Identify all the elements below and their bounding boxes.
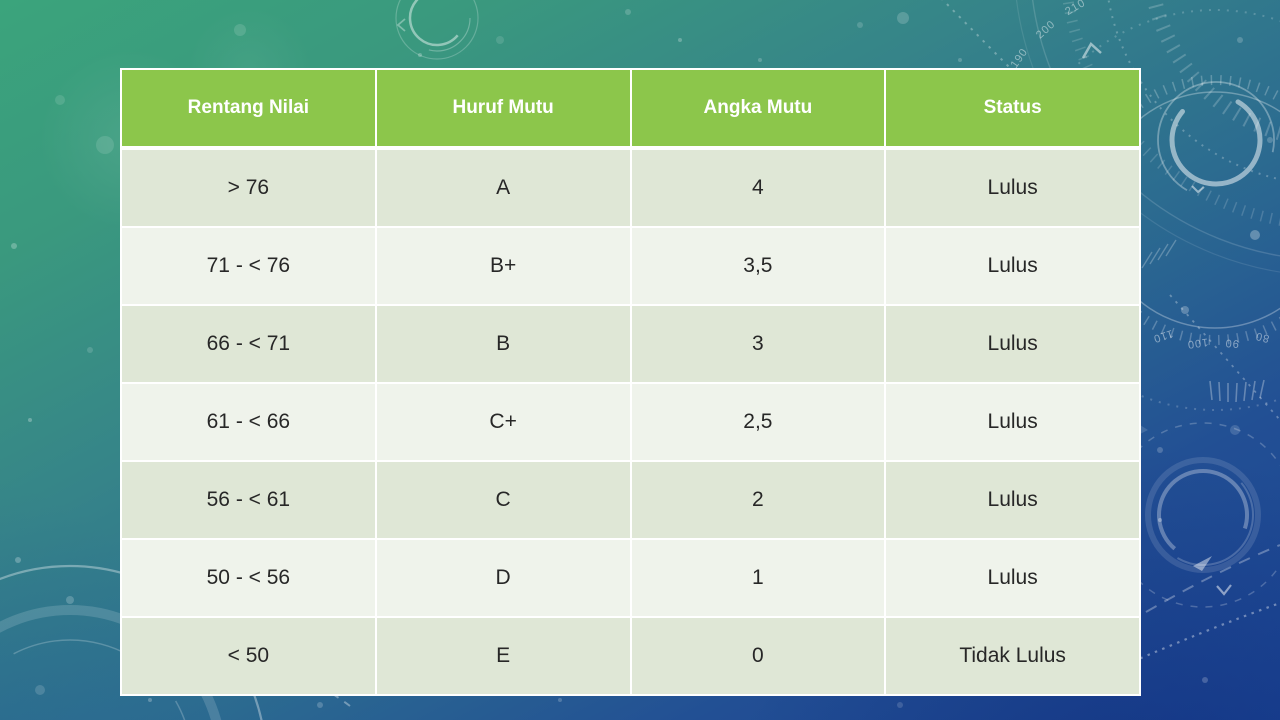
table-cell: D xyxy=(374,538,632,618)
table-row: 71 - < 76 B+ 3,5 Lulus xyxy=(120,226,1141,306)
table-cell: 2,5 xyxy=(629,382,887,462)
table-cell: 4 xyxy=(629,147,887,228)
table-row: 50 - < 56 D 1 Lulus xyxy=(120,538,1141,618)
table-cell: > 76 xyxy=(120,147,377,228)
chevron-down-icon xyxy=(1216,584,1232,596)
table-cell: Lulus xyxy=(884,147,1141,228)
table-row: 61 - < 66 C+ 2,5 Lulus xyxy=(120,382,1141,462)
tick-marks xyxy=(1141,239,1177,269)
table-cell: Lulus xyxy=(884,538,1141,618)
dial-number: 80 xyxy=(1254,329,1271,344)
table-cell: 61 - < 66 xyxy=(120,382,377,462)
table-row: < 50 E 0 Tidak Lulus xyxy=(120,616,1141,696)
table-cell: Lulus xyxy=(884,382,1141,462)
dashed-arcs-bottom-right xyxy=(1117,544,1280,670)
spinner-ring-upper-right xyxy=(1157,81,1275,199)
chevron-left-icon xyxy=(396,18,406,32)
table-cell: 50 - < 56 xyxy=(120,538,377,618)
table-cell: 3,5 xyxy=(629,226,887,306)
dotted-line xyxy=(1169,294,1280,421)
table-row: > 76 A 4 Lulus xyxy=(120,147,1141,228)
arrowhead-icon xyxy=(1193,556,1212,571)
table-cell: < 50 xyxy=(120,616,377,696)
table-row: 56 - < 61 C 2 Lulus xyxy=(120,460,1141,540)
grade-table-header: Rentang Nilai Huruf Mutu Angka Mutu Stat… xyxy=(120,68,1141,150)
column-header-angka-mutu: Angka Mutu xyxy=(629,68,887,150)
table-cell: B xyxy=(374,304,632,384)
chevron-down-icon xyxy=(1191,185,1205,194)
table-cell: 0 xyxy=(629,616,887,696)
column-header-status: Status xyxy=(884,68,1141,150)
table-cell: 2 xyxy=(629,460,887,540)
table-cell: 66 - < 71 xyxy=(120,304,377,384)
table-cell: Tidak Lulus xyxy=(884,616,1141,696)
table-cell: Lulus xyxy=(884,460,1141,540)
gauge-number: 200 xyxy=(1034,18,1058,41)
table-cell: C xyxy=(374,460,632,540)
header-row: Rentang Nilai Huruf Mutu Angka Mutu Stat… xyxy=(120,68,1141,150)
table-cell: B+ xyxy=(374,226,632,306)
dial-number: 100 xyxy=(1186,336,1209,351)
table-cell: C+ xyxy=(374,382,632,462)
tick-marks xyxy=(1209,379,1265,403)
dotted-line xyxy=(941,0,1013,71)
table-cell: Lulus xyxy=(884,304,1141,384)
table-cell: Lulus xyxy=(884,226,1141,306)
column-header-huruf-mutu: Huruf Mutu xyxy=(374,68,632,150)
table-cell: A xyxy=(374,147,632,228)
table-row: 66 - < 71 B 3 Lulus xyxy=(120,304,1141,384)
grade-table: Rentang Nilai Huruf Mutu Angka Mutu Stat… xyxy=(120,68,1141,696)
chevron-up-icon xyxy=(1081,42,1102,59)
table-cell: 56 - < 61 xyxy=(120,460,377,540)
grade-table-body: > 76 A 4 Lulus 71 - < 76 B+ 3,5 Lulus 66… xyxy=(120,147,1141,696)
gauge-numbers-top: 190 200 210 xyxy=(941,0,1102,71)
table-cell: 1 xyxy=(629,538,887,618)
table-cell: 3 xyxy=(629,304,887,384)
gauge-number: 210 xyxy=(1063,0,1087,18)
dial-numbers-right: 110 100 90 80 xyxy=(1151,327,1270,350)
gauge-number: 190 xyxy=(1009,46,1031,70)
table-cell: E xyxy=(374,616,632,696)
column-header-rentang-nilai: Rentang Nilai xyxy=(120,68,377,150)
circle-decoration-top xyxy=(395,0,479,60)
dial-number: 90 xyxy=(1224,337,1239,350)
table-cell: 71 - < 76 xyxy=(120,226,377,306)
dial-number: 110 xyxy=(1151,327,1174,345)
